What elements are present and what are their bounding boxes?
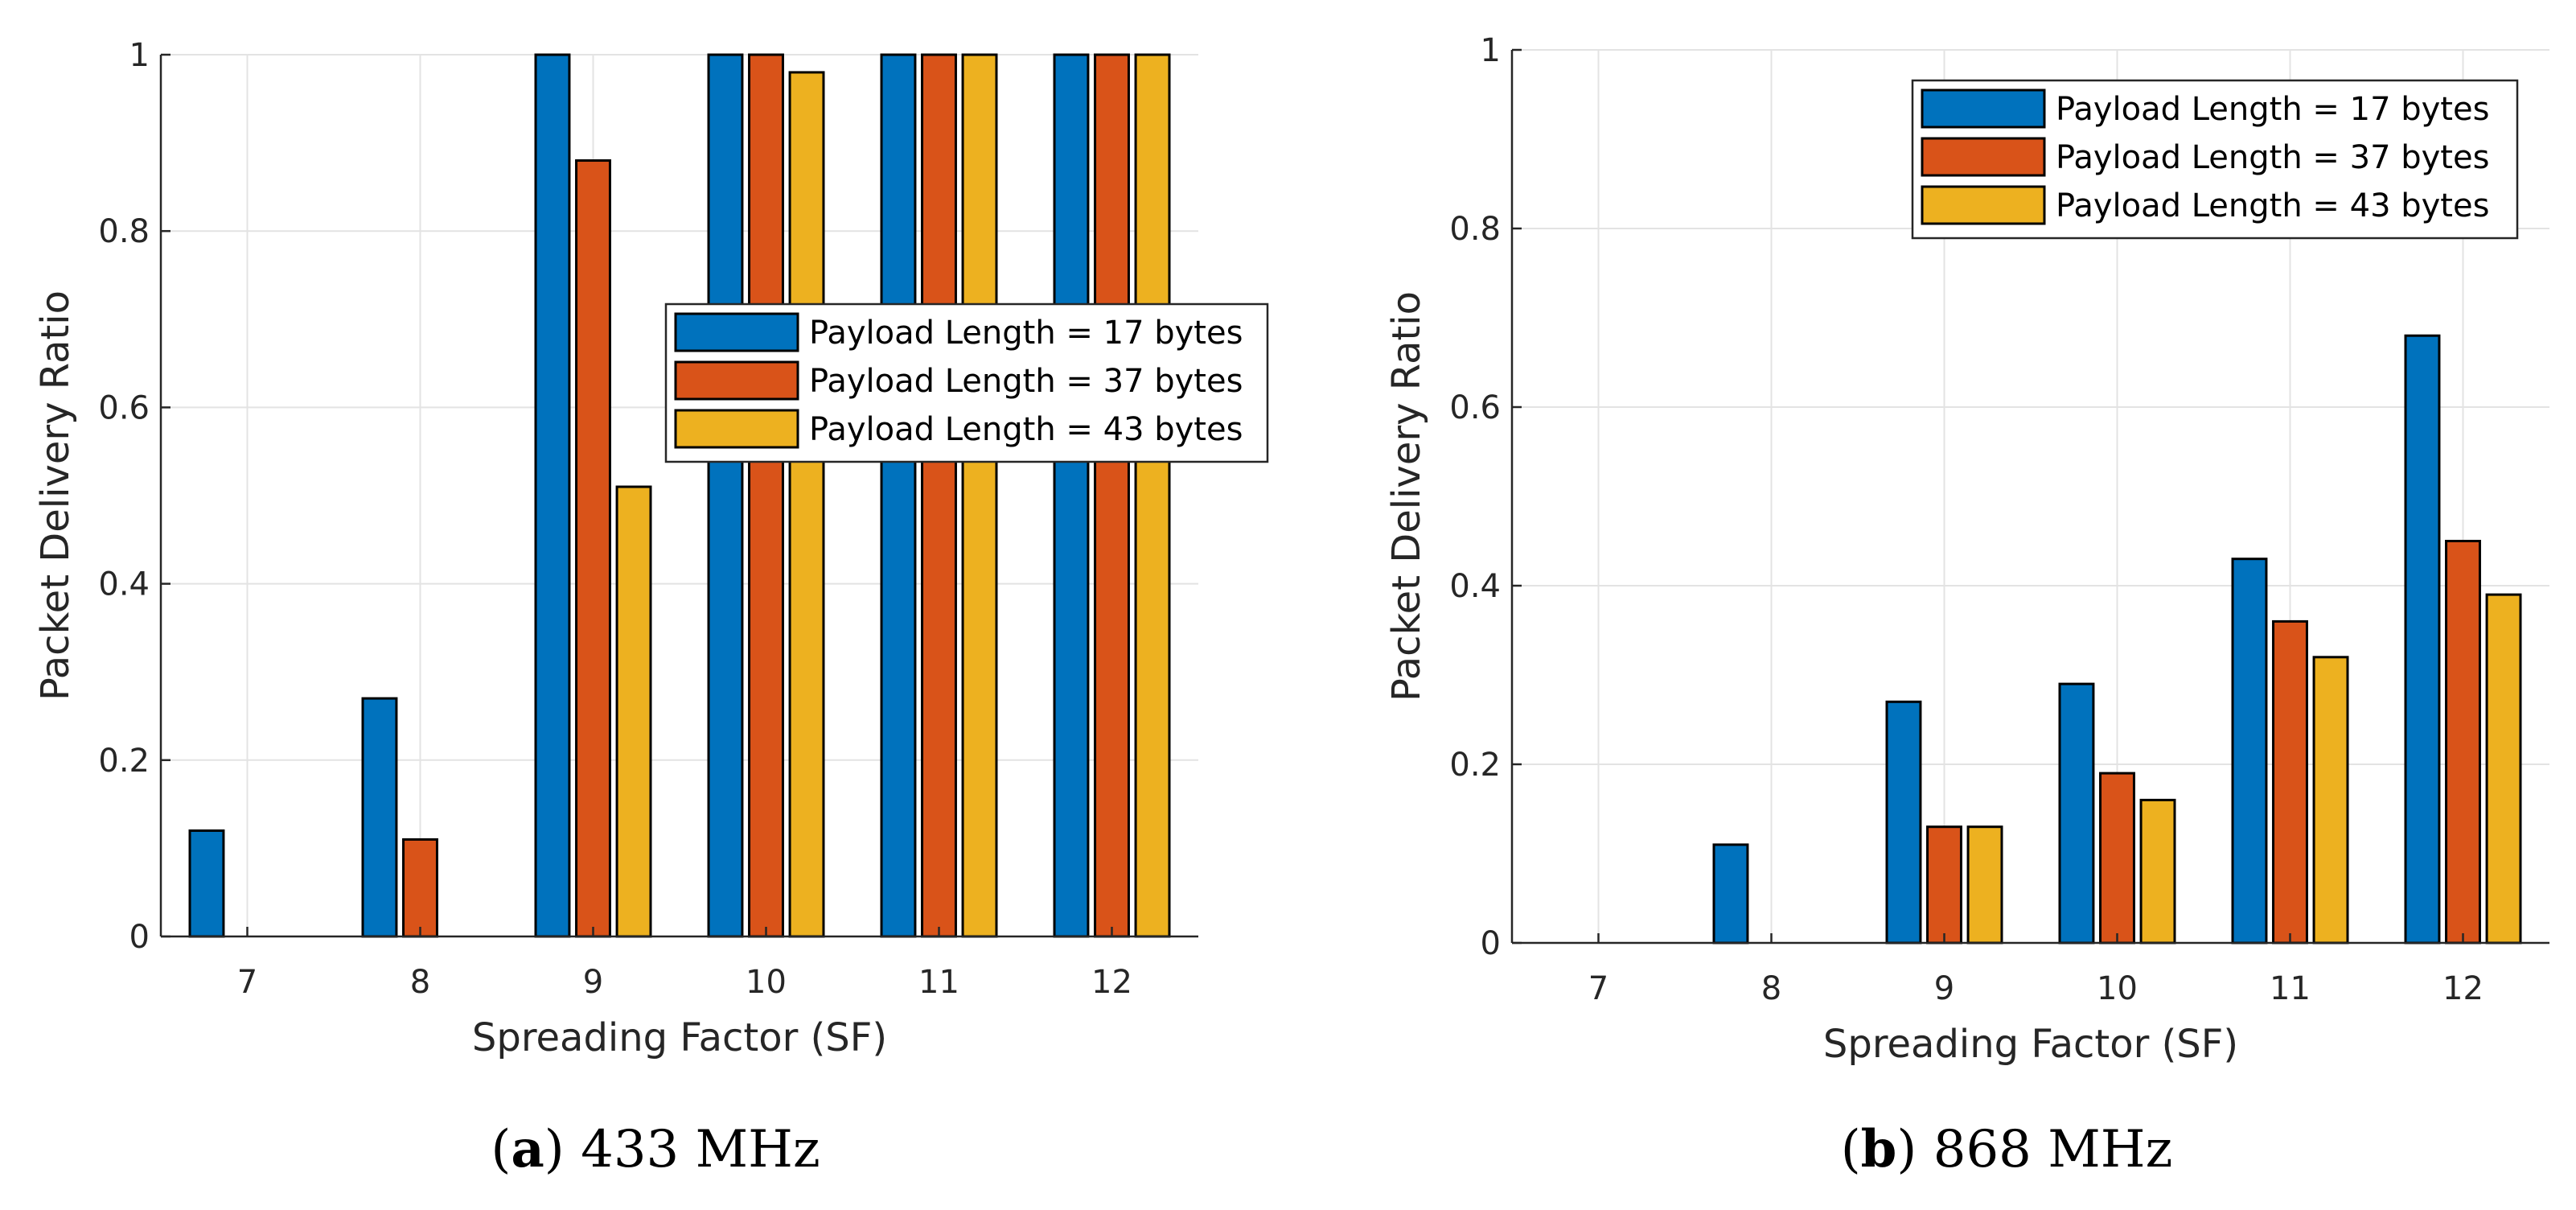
x-tick-label: 9	[1934, 970, 1954, 1007]
bar-series-2-sf-8	[402, 838, 438, 938]
legend-swatch-series-3	[1921, 185, 2046, 225]
bar-series-1-sf-7	[188, 829, 225, 938]
panel-caption-text: 868 MHz	[1933, 1120, 2173, 1179]
legend-swatch-series-3	[674, 409, 799, 449]
y-tick-label: 0.6	[1449, 389, 1501, 426]
chart-panel-a: 0 0.2 0.4 0.6 0.8 1 7 8 9 10 11 12 Spreading Factor …	[33, 37, 1269, 1179]
legend: Payload Length = 17 bytes Payload Length …	[1911, 79, 2519, 240]
y-tick-label: 0.4	[1449, 568, 1501, 605]
legend-swatch-series-1	[1921, 88, 2046, 129]
bar-series-1-sf-11	[880, 53, 917, 938]
bar-series-1-sf-9	[534, 53, 571, 938]
bar-series-2-sf-9	[575, 159, 611, 938]
y-tick-label: 0.2	[98, 743, 150, 780]
x-tick-label: 8	[1761, 970, 1781, 1007]
y-tick-label: 0	[1481, 925, 1501, 962]
x-tick-label: 11	[918, 964, 959, 1001]
bar-series-2-sf-9	[1926, 825, 1962, 945]
panel-label: b	[1861, 1119, 1897, 1179]
bar-series-1-sf-9	[1885, 700, 1922, 945]
bar-series-1-sf-10	[2058, 682, 2095, 945]
x-tick-label: 10	[2097, 970, 2138, 1007]
panel-caption: (a) 433 MHz	[491, 1119, 820, 1179]
legend-label-series-2: Payload Length = 37 bytes	[809, 363, 1243, 400]
bar-series-3-sf-12	[2485, 593, 2522, 945]
legend-label-series-3: Payload Length = 43 bytes	[2056, 187, 2489, 224]
legend-swatch-series-2	[1921, 137, 2046, 177]
bar-series-1-sf-8	[361, 697, 398, 938]
x-tick-label: 11	[2270, 970, 2311, 1007]
x-tick-label: 12	[1091, 964, 1132, 1001]
bar-series-3-sf-10	[2139, 798, 2176, 945]
bar-series-3-sf-12	[1134, 53, 1171, 938]
panel-caption-text: 433 MHz	[581, 1120, 820, 1179]
bar-series-1-sf-11	[2231, 558, 2268, 945]
y-tick-label: 0.6	[98, 389, 150, 426]
x-tick-label: 8	[410, 964, 430, 1001]
legend: Payload Length = 17 bytes Payload Length …	[664, 302, 1269, 463]
y-tick-label: 0.2	[1449, 747, 1501, 784]
legend-label-series-2: Payload Length = 37 bytes	[2056, 139, 2489, 176]
x-tick-label: 9	[583, 964, 603, 1001]
bar-series-2-sf-12	[1094, 53, 1130, 938]
bar-series-2-sf-11	[921, 53, 957, 938]
bar-series-3-sf-9	[615, 485, 652, 938]
plot-area	[161, 55, 1198, 936]
bar-series-3-sf-10	[788, 71, 825, 938]
bar-series-2-sf-10	[748, 53, 784, 938]
bar-series-1-sf-10	[707, 53, 744, 938]
bar-series-3-sf-11	[2312, 656, 2349, 945]
y-axis-label: Packet Delivery Ratio	[1384, 291, 1429, 702]
panel-label: a	[511, 1119, 544, 1179]
bar-series-2-sf-12	[2445, 540, 2481, 945]
x-tick-label: 7	[237, 964, 257, 1001]
bar-series-1-sf-12	[1053, 53, 1090, 938]
y-tick-label: 0.8	[1449, 211, 1501, 248]
y-tick-label: 1	[1481, 32, 1501, 69]
chart-panel-b: 0 0.2 0.4 0.6 0.8 1 7 8 9 10 11 12 Spreading Factor …	[1384, 32, 2549, 1179]
y-tick-label: 0	[129, 919, 150, 956]
bar-series-1-sf-8	[1712, 843, 1749, 945]
panel-caption: (b) 868 MHz	[1841, 1119, 2173, 1179]
legend-label-series-1: Payload Length = 17 bytes	[2056, 91, 2489, 128]
x-tick-label: 10	[746, 964, 787, 1001]
y-tick-label: 0.4	[98, 566, 150, 603]
y-axis-label: Packet Delivery Ratio	[33, 290, 78, 701]
y-tick-label: 1	[129, 37, 150, 74]
y-tick-label: 0.8	[98, 213, 150, 250]
x-axis-label: Spreading Factor (SF)	[1823, 1022, 2238, 1067]
bar-series-2-sf-11	[2272, 619, 2308, 945]
legend-swatch-series-2	[674, 360, 799, 401]
bar-series-2-sf-10	[2099, 772, 2135, 945]
legend-label-series-1: Payload Length = 17 bytes	[809, 315, 1243, 352]
x-tick-label: 12	[2442, 970, 2484, 1007]
legend-label-series-3: Payload Length = 43 bytes	[809, 411, 1243, 448]
x-tick-label: 7	[1588, 970, 1608, 1007]
bar-series-1-sf-12	[2404, 334, 2441, 945]
bar-series-3-sf-9	[1966, 825, 2003, 945]
legend-swatch-series-1	[674, 312, 799, 352]
bar-series-3-sf-11	[961, 53, 998, 938]
x-axis-label: Spreading Factor (SF)	[472, 1015, 887, 1060]
